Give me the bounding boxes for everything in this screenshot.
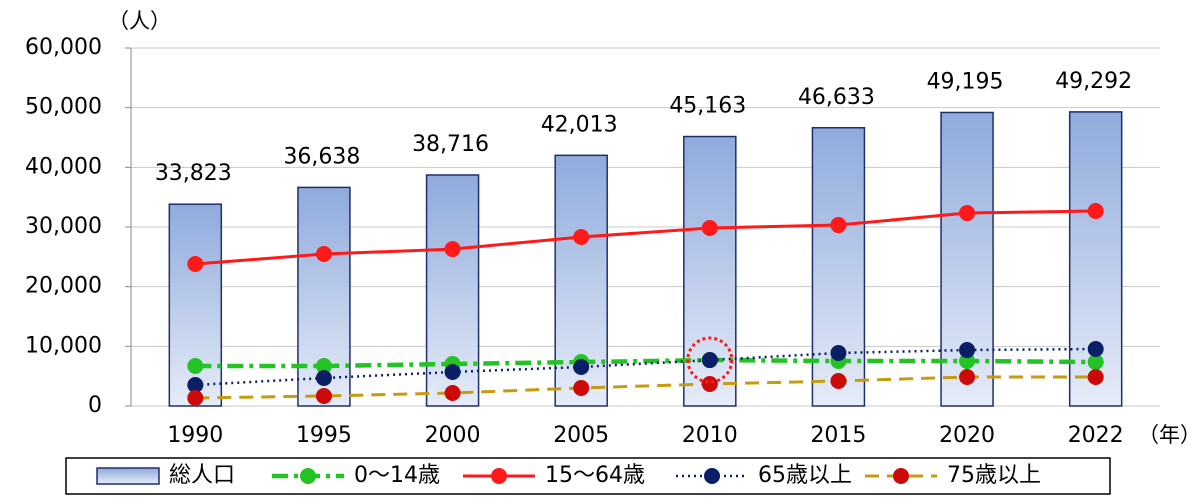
marker (315, 246, 332, 263)
y-tick-label: 20,000 (25, 274, 102, 299)
marker (1087, 369, 1104, 386)
highlight-ring (686, 336, 734, 384)
marker (444, 241, 461, 258)
marker (1087, 341, 1104, 358)
y-tick-label: 30,000 (25, 214, 102, 239)
series-line (195, 357, 1096, 369)
x-tick-label: 1995 (296, 423, 352, 448)
legend-label: 0～14歳 (354, 463, 440, 488)
marker (1087, 203, 1104, 220)
legend-label: 15～64歳 (545, 463, 645, 488)
x-unit: （年） (1138, 423, 1191, 447)
x-tick-label: 2005 (553, 423, 609, 448)
series-line (195, 347, 1096, 387)
data-label: 46,633 (798, 85, 875, 110)
legend-label: 65歳以上 (758, 463, 852, 488)
legend-label: 総人口 (169, 463, 235, 488)
bar (168, 203, 223, 407)
marker (315, 358, 332, 375)
y-tick-label: 10,000 (25, 333, 102, 358)
marker (830, 372, 847, 389)
data-label: 49,195 (927, 69, 1004, 94)
marker (187, 255, 204, 272)
marker (187, 358, 204, 375)
y-tick-label: 0 (88, 393, 102, 418)
data-label: 36,638 (283, 144, 360, 169)
marker (701, 220, 718, 237)
x-tick-label: 1990 (167, 423, 223, 448)
legend-box (65, 457, 1111, 495)
marker (959, 205, 976, 222)
marker (959, 353, 976, 370)
marker (959, 342, 976, 359)
y-tick-label: 60,000 (25, 35, 102, 60)
x-tick-label: 2000 (425, 423, 481, 448)
x-tick-label: 2022 (1068, 423, 1124, 448)
legend-marker (704, 468, 720, 484)
legend-marker (491, 468, 507, 484)
marker (1087, 354, 1104, 371)
x-tick-label: 2010 (682, 423, 738, 448)
data-label: 33,823 (155, 161, 232, 186)
marker (701, 352, 718, 369)
data-label: 42,013 (541, 112, 618, 137)
x-tick-label: 2015 (810, 423, 866, 448)
marker (830, 345, 847, 362)
data-label: 49,292 (1055, 69, 1132, 94)
marker (573, 229, 590, 246)
marker (187, 390, 204, 407)
marker (830, 217, 847, 234)
y-unit: （人） (108, 9, 171, 33)
legend-marker (300, 468, 316, 484)
legend-swatch (96, 467, 160, 485)
marker (315, 387, 332, 404)
series-line (195, 209, 1096, 266)
series-line (195, 375, 1096, 400)
marker (187, 376, 204, 393)
y-tick-label: 40,000 (25, 154, 102, 179)
marker (444, 363, 461, 380)
marker (444, 384, 461, 401)
legend-marker (893, 468, 909, 484)
marker (959, 369, 976, 386)
marker (315, 370, 332, 387)
data-label: 45,163 (669, 94, 746, 119)
marker (573, 379, 590, 396)
data-label: 38,716 (412, 132, 489, 157)
legend-label: 75歳以上 (947, 463, 1041, 488)
y-tick-label: 50,000 (25, 95, 102, 120)
x-tick-label: 2020 (939, 423, 995, 448)
marker (701, 375, 718, 392)
marker (573, 358, 590, 375)
